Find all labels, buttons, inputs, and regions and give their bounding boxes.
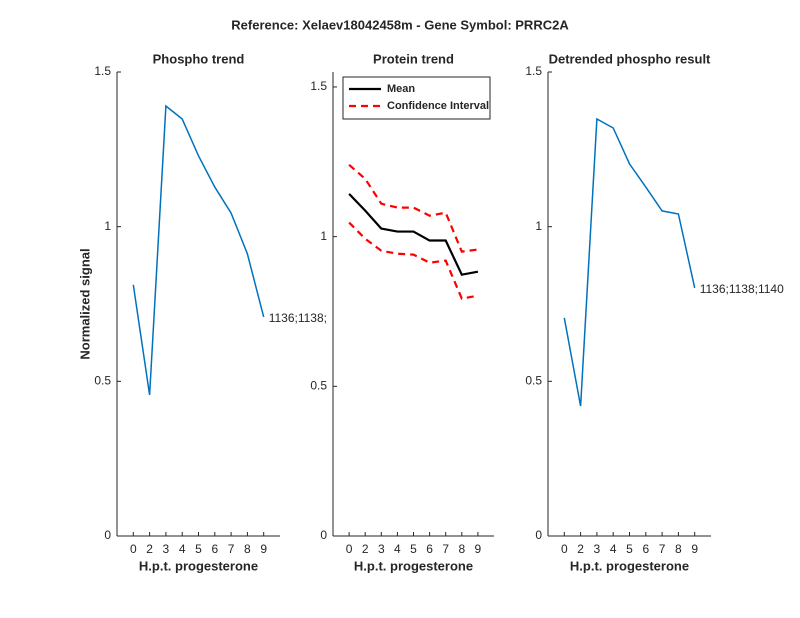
x-tick-label: 7 xyxy=(442,542,449,556)
series-line xyxy=(563,117,696,407)
subplot-title: Phospho trend xyxy=(153,51,245,66)
x-tick-label: 0 xyxy=(130,542,137,556)
x-tick-label: 6 xyxy=(642,542,649,556)
x-tick-label: 3 xyxy=(378,542,385,556)
series-line xyxy=(348,163,479,253)
subplot-title: Detrended phospho result xyxy=(549,51,711,66)
x-tick-label: 4 xyxy=(179,542,186,556)
y-tick-label: 1.5 xyxy=(310,79,327,93)
x-axis-label: H.p.t. progesterone xyxy=(139,558,258,573)
y-tick-label: 0.5 xyxy=(310,378,327,392)
x-tick-label: 0 xyxy=(346,542,353,556)
x-tick-label: 6 xyxy=(211,542,218,556)
x-tick-label: 5 xyxy=(626,542,633,556)
legend-label: Confidence Interval xyxy=(387,100,489,112)
series-line xyxy=(348,221,479,300)
y-axis-label: Normalized signal xyxy=(77,248,92,359)
y-tick-label: 1.5 xyxy=(94,64,111,78)
y-tick-label: 0.5 xyxy=(525,374,542,388)
x-tick-label: 3 xyxy=(163,542,170,556)
x-tick-label: 2 xyxy=(362,542,369,556)
y-tick-label: 0.5 xyxy=(94,374,111,388)
x-axis-label: H.p.t. progesterone xyxy=(570,558,689,573)
y-tick-label: 1 xyxy=(320,229,327,243)
y-tick-label: 1 xyxy=(104,219,111,233)
x-tick-label: 9 xyxy=(260,542,267,556)
x-tick-label: 4 xyxy=(394,542,401,556)
x-tick-label: 8 xyxy=(458,542,465,556)
legend-box xyxy=(342,76,491,120)
series-line xyxy=(348,193,479,276)
y-tick-label: 0 xyxy=(104,528,111,542)
y-tick-label: 1 xyxy=(535,219,542,233)
x-tick-label: 2 xyxy=(146,542,153,556)
x-tick-label: 0 xyxy=(561,542,568,556)
subplot-title: Protein trend xyxy=(373,51,454,66)
x-tick-label: 8 xyxy=(675,542,682,556)
x-tick-label: 9 xyxy=(475,542,482,556)
figure-title: Reference: Xelaev18042458m - Gene Symbol… xyxy=(231,17,569,32)
x-tick-label: 4 xyxy=(610,542,617,556)
x-tick-label: 7 xyxy=(659,542,666,556)
x-axis-label: H.p.t. progesterone xyxy=(354,558,473,573)
x-tick-label: 5 xyxy=(410,542,417,556)
point-annotation: 1136;1138;1140 xyxy=(700,282,784,296)
point-annotation: 1136;1138; xyxy=(269,311,327,325)
x-tick-label: 2 xyxy=(577,542,584,556)
x-tick-label: 3 xyxy=(594,542,601,556)
legend-label: Mean xyxy=(387,83,415,95)
x-tick-label: 8 xyxy=(244,542,251,556)
y-tick-label: 1.5 xyxy=(525,64,542,78)
y-tick-label: 0 xyxy=(320,528,327,542)
x-tick-label: 9 xyxy=(691,542,698,556)
x-tick-label: 5 xyxy=(195,542,202,556)
series-line xyxy=(132,104,265,396)
y-tick-label: 0 xyxy=(535,528,542,542)
x-tick-label: 6 xyxy=(426,542,433,556)
x-tick-label: 7 xyxy=(228,542,235,556)
